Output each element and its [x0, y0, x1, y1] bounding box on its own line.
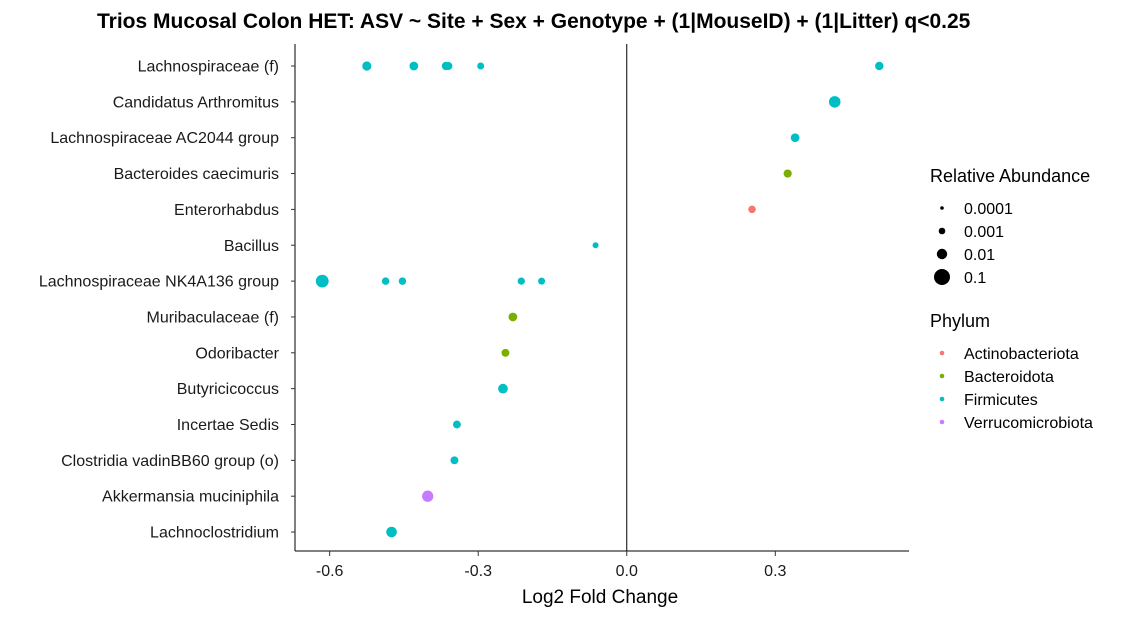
color-legend-label: Actinobacteriota: [964, 346, 1079, 363]
y-tick-label: Clostridia vadinBB60 group (o): [61, 453, 279, 470]
chart-title: Trios Mucosal Colon HET: ASV ~ Site + Se…: [97, 10, 971, 33]
color-legend-key: [939, 396, 945, 402]
y-tick-label: Enterorhabdus: [174, 202, 279, 219]
data-point: [477, 62, 485, 70]
y-tick-label: Odoribacter: [195, 345, 279, 362]
color-legend-label: Verrucomicrobiota: [964, 415, 1093, 432]
size-legend-label: 0.01: [964, 247, 995, 264]
data-point: [592, 242, 599, 249]
data-point: [508, 312, 518, 322]
color-legend-key: [939, 350, 945, 356]
x-tick-label: -0.6: [316, 563, 344, 580]
data-point: [381, 277, 390, 285]
size-legend-key: [938, 227, 946, 235]
y-tick-label: Akkermansia muciniphila: [102, 489, 279, 506]
data-point: [517, 277, 525, 285]
x-tick-label: 0.3: [764, 563, 786, 580]
data-point: [398, 277, 407, 285]
data-point: [828, 96, 841, 108]
y-tick-label: Muribaculaceae (f): [147, 309, 280, 326]
data-point: [538, 277, 546, 285]
data-point: [498, 383, 508, 394]
size-legend-key: [934, 269, 950, 285]
size-legend-key: [936, 248, 948, 260]
color-legend-label: Firmicutes: [964, 392, 1038, 409]
x-tick-label: 0.0: [616, 563, 638, 580]
size-legend-label: 0.001: [964, 224, 1004, 241]
x-axis-title: Log2 Fold Change: [522, 587, 678, 608]
data-point: [790, 133, 800, 143]
size-legend: Relative Abundance 0.0001 0.001 0.01 0.1: [930, 166, 1090, 287]
y-tick-label: Lachnoclostridium: [150, 525, 279, 542]
y-tick-label: Lachnospiraceae NK4A136 group: [39, 274, 279, 291]
size-legend-label: 0.1: [964, 270, 986, 287]
size-legend-label: 0.0001: [964, 201, 1013, 218]
y-tick-label: Bacillus: [224, 238, 279, 255]
data-point: [501, 348, 510, 357]
data-point: [362, 61, 372, 71]
color-legend-key: [939, 419, 945, 425]
color-legend-title: Phylum: [930, 311, 990, 331]
x-axis: -0.6 -0.3 0.0 0.3: [316, 551, 787, 580]
color-legend-label: Bacteroidota: [964, 369, 1054, 386]
data-point: [450, 456, 459, 465]
data-point: [783, 169, 792, 178]
data-point: [748, 205, 756, 214]
y-tick-label: Incertae Sedis: [177, 417, 279, 434]
y-tick-label: Lachnospiraceae (f): [138, 59, 279, 76]
data-point: [386, 526, 397, 538]
data-point: [875, 61, 884, 71]
size-legend-title: Relative Abundance: [930, 166, 1090, 186]
data-point: [444, 62, 453, 70]
data-point: [409, 61, 419, 71]
y-tick-label: Lachnospiraceae AC2044 group: [50, 130, 279, 147]
data-point: [315, 274, 329, 288]
x-tick-label: -0.3: [464, 563, 492, 580]
data-point: [452, 420, 461, 429]
size-legend-key: [940, 206, 944, 210]
data-point: [422, 490, 434, 502]
color-legend-key: [939, 373, 945, 379]
y-tick-label: Candidatus Arthromitus: [113, 94, 279, 111]
plot-area: [294, 44, 909, 552]
y-axis-labels: Lachnospiraceae (f) Candidatus Arthromitu…: [39, 59, 295, 542]
y-tick-label: Bacteroides caecimuris: [114, 166, 279, 183]
y-tick-label: Butyricicoccus: [177, 381, 279, 398]
color-legend: Phylum Actinobacteriota Bacteroidota Firmi…: [930, 311, 1093, 432]
data-points: [315, 61, 884, 538]
